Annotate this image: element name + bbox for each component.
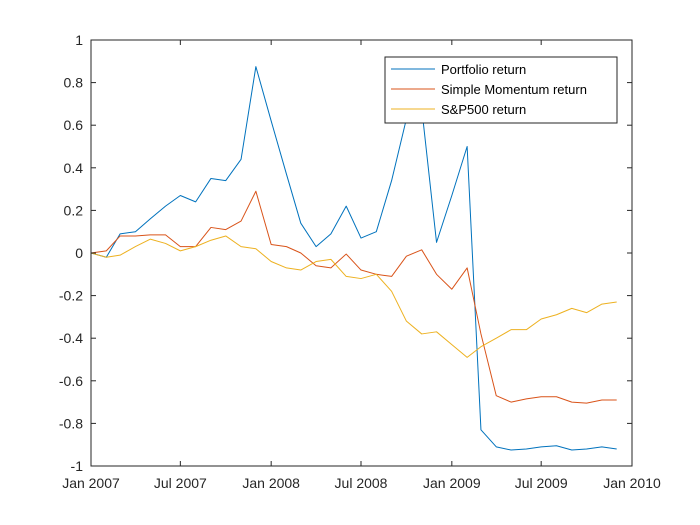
legend-label-3: S&P500 return — [441, 102, 526, 117]
x-tick-label: Jan 2008 — [242, 475, 300, 491]
y-tick-label: 1 — [75, 32, 83, 48]
legend-box — [384, 56, 618, 124]
x-tick-label: Jan 2010 — [603, 475, 661, 491]
legend-label-2: Simple Momentum return — [441, 82, 587, 97]
y-tick-label: -0.6 — [59, 373, 83, 389]
x-tick-label: Jan 2009 — [423, 475, 481, 491]
y-tick-label: 0.6 — [64, 117, 84, 133]
x-tick-label: Jan 2007 — [62, 475, 120, 491]
series-layer — [90, 66, 617, 451]
series-line-1 — [90, 66, 617, 451]
legend: Portfolio return Simple Momentum return S&… — [384, 56, 618, 124]
series-line-2 — [90, 190, 617, 404]
y-tick-label: -0.2 — [59, 288, 83, 304]
y-tick-label: 0 — [75, 245, 83, 261]
legend-label-1: Portfolio return — [441, 62, 526, 77]
y-tick-label: -1 — [71, 458, 84, 474]
x-tick-label: Jul 2008 — [335, 475, 388, 491]
x-tick-label: Jul 2007 — [154, 475, 207, 491]
x-tick-label: Jul 2009 — [515, 475, 568, 491]
x-axis-ticks: Jan 2007 Jul 2007 Jan 2008 Jul 2008 Jan 2009… — [62, 40, 661, 491]
y-tick-label: 0.4 — [64, 160, 84, 176]
series-line-3 — [90, 235, 617, 358]
y-axis-ticks: 1 0.8 0.6 0.4 0.2 0 -0.2 -0.4 -0.6 -0.8 -1 — [59, 32, 632, 474]
y-tick-label: -0.8 — [59, 415, 83, 431]
y-tick-label: 0.2 — [64, 202, 84, 218]
y-tick-label: -0.4 — [59, 330, 83, 346]
y-tick-label: 0.8 — [64, 75, 84, 91]
